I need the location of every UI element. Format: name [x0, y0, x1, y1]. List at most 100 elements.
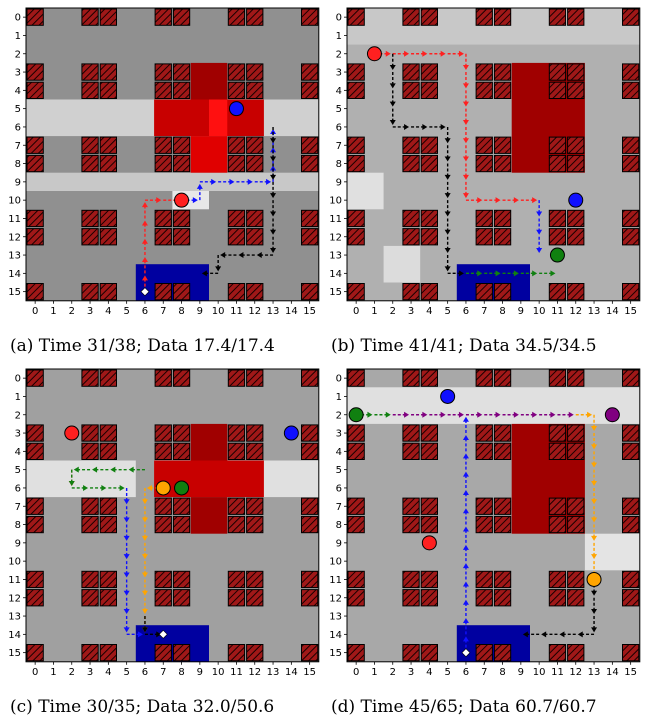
building-block	[475, 228, 493, 246]
agent-marker-red	[174, 192, 190, 208]
grid-panel-b: 0011223344556677889910101111121213131414…	[329, 7, 641, 317]
building-block	[493, 63, 512, 81]
building-block	[246, 589, 264, 607]
y-tick-label: 6	[15, 122, 21, 133]
building-block	[493, 81, 512, 99]
building-block	[81, 283, 99, 301]
path-arrowhead-black	[220, 252, 226, 259]
building-block	[246, 515, 264, 534]
y-tick-label: 6	[15, 483, 21, 494]
y-tick-label: 13	[8, 612, 21, 623]
low-coverage-region	[26, 172, 319, 191]
building-block	[227, 369, 246, 387]
path-arrowhead-red	[462, 65, 469, 71]
building-block	[246, 369, 264, 387]
path-arrowhead-green	[68, 480, 75, 486]
building-block	[227, 81, 246, 99]
path-arrowhead-blue	[536, 248, 543, 254]
x-tick-label: 13	[267, 306, 280, 317]
path-arrowhead-orange	[141, 554, 148, 560]
path-arrowhead-blue	[462, 453, 469, 459]
hot-region	[190, 136, 228, 173]
path-arrowhead-orange	[591, 462, 598, 468]
building-block	[475, 589, 493, 607]
y-tick-label: 2	[15, 49, 21, 60]
building-block	[154, 369, 172, 387]
building-block	[493, 644, 512, 662]
building-block	[154, 136, 172, 154]
x-tick-label: 0	[32, 306, 38, 317]
building-block	[154, 81, 172, 99]
building-block	[475, 136, 493, 154]
path-arrowhead-black	[270, 193, 277, 199]
x-tick-label: 0	[353, 306, 359, 317]
path-arrowhead-black	[156, 631, 162, 638]
building-block	[172, 589, 191, 607]
building-block	[172, 283, 191, 301]
building-block	[475, 424, 493, 442]
building-block	[347, 8, 365, 26]
building-block	[81, 424, 99, 442]
building-block	[301, 369, 319, 387]
low-coverage-region	[347, 172, 384, 210]
building-block	[81, 515, 99, 534]
building-block	[246, 136, 264, 154]
building-block	[402, 154, 420, 173]
path-arrowhead-blue	[247, 178, 253, 185]
building-block	[493, 570, 512, 589]
x-tick-label: 11	[551, 667, 564, 678]
building-block	[622, 644, 640, 662]
depot-region	[135, 264, 209, 301]
x-tick-label: 4	[105, 306, 111, 317]
building-block	[81, 136, 99, 154]
path-arrowhead-red	[141, 220, 148, 226]
building-block	[347, 442, 365, 461]
path-arrowhead-black	[522, 631, 528, 638]
building-block	[567, 283, 585, 301]
path-arrowhead-blue	[211, 178, 217, 185]
building-block	[99, 424, 117, 442]
y-tick-label: 8	[15, 520, 21, 531]
building-block	[172, 644, 191, 662]
building-block	[548, 154, 567, 173]
y-tick-label: 4	[336, 86, 342, 97]
x-tick-label: 10	[212, 667, 225, 678]
building-block	[622, 209, 640, 228]
y-tick-label: 2	[336, 410, 342, 421]
building-block	[420, 424, 439, 442]
building-block	[26, 442, 44, 461]
path-arrowhead-purple	[440, 411, 446, 418]
building-block	[26, 63, 44, 81]
y-tick-label: 3	[336, 68, 342, 79]
path-arrowhead-green	[477, 270, 483, 277]
path-arrowhead-orange	[141, 499, 148, 505]
building-block	[301, 424, 319, 442]
x-tick-label: 1	[50, 306, 56, 317]
building-block	[548, 63, 567, 81]
agent-marker-blue	[228, 101, 244, 117]
building-block	[493, 209, 512, 228]
path-arrowhead-red	[462, 101, 469, 107]
building-block	[301, 136, 319, 154]
path-arrowhead-black	[270, 174, 277, 180]
building-block	[493, 442, 512, 461]
x-tick-label: 5	[444, 306, 450, 317]
building-block	[81, 644, 99, 662]
x-tick-label: 12	[569, 667, 582, 678]
building-block	[402, 644, 420, 662]
building-block	[493, 283, 512, 301]
path-arrowhead-orange	[591, 535, 598, 541]
path-arrowhead-black	[389, 101, 396, 107]
building-block	[567, 63, 585, 81]
building-block	[402, 81, 420, 99]
building-block	[26, 497, 44, 515]
building-block	[81, 228, 99, 246]
path-arrowhead-purple	[404, 411, 410, 418]
building-block	[246, 442, 264, 461]
building-block	[301, 283, 319, 301]
building-block	[26, 136, 44, 154]
path-arrowhead-black	[389, 119, 396, 125]
building-block	[475, 644, 493, 662]
building-block	[402, 589, 420, 607]
path-arrowhead-black	[270, 229, 277, 235]
